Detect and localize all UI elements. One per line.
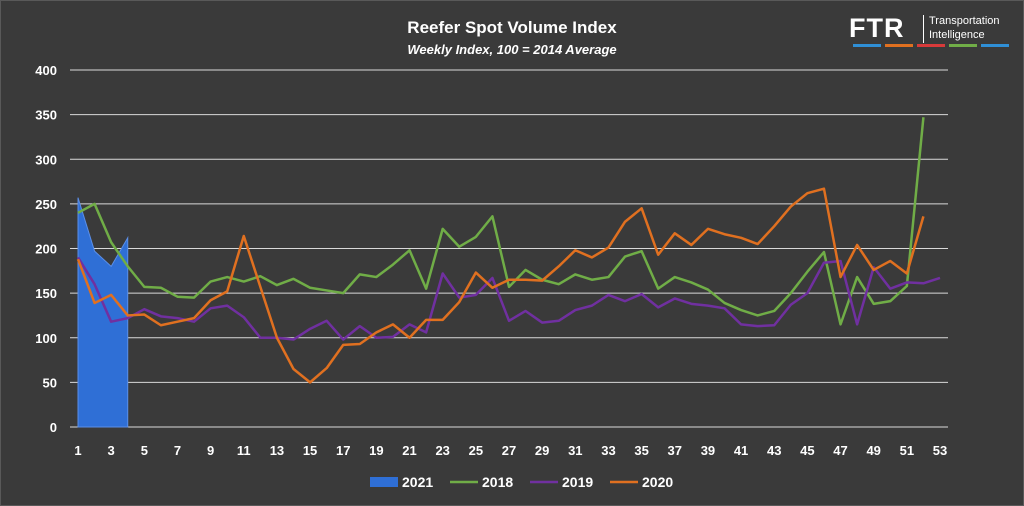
x-tick-label: 37	[668, 443, 682, 458]
series-line-2020	[76, 187, 925, 384]
y-tick-label: 150	[35, 286, 57, 301]
legend-label-2018: 2018	[482, 474, 513, 490]
logo-stripe	[981, 44, 1009, 47]
x-tick-label: 7	[174, 443, 181, 458]
x-tick-label: 25	[469, 443, 483, 458]
logo-stripe	[885, 44, 913, 47]
x-tick-label: 29	[535, 443, 549, 458]
x-tick-label: 31	[568, 443, 582, 458]
legend-label-2021: 2021	[402, 474, 433, 490]
logo-text-line1: Transportation	[929, 15, 1000, 27]
y-tick-label: 300	[35, 152, 57, 167]
x-tick-label: 43	[767, 443, 781, 458]
legend-label-2020: 2020	[642, 474, 673, 490]
x-tick-label: 47	[833, 443, 847, 458]
y-tick-label: 350	[35, 108, 57, 123]
logo-mark: FTR	[849, 13, 905, 43]
legend-swatch-2021	[370, 477, 398, 487]
logo-divider	[923, 15, 924, 43]
x-tick-label: 5	[141, 443, 148, 458]
series-line-2019	[76, 256, 941, 341]
x-tick-label: 15	[303, 443, 317, 458]
x-tick-label: 11	[237, 443, 251, 458]
logo-stripe	[917, 44, 945, 47]
x-tick-label: 27	[502, 443, 516, 458]
x-tick-label: 35	[634, 443, 648, 458]
x-tick-label: 9	[207, 443, 214, 458]
y-tick-label: 0	[50, 420, 57, 435]
ftr-logo: FTR Transportation Intelligence	[849, 13, 1019, 47]
x-tick-label: 23	[435, 443, 449, 458]
x-tick-label: 51	[900, 443, 914, 458]
x-tick-label: 49	[866, 443, 880, 458]
logo-stripe	[949, 44, 977, 47]
x-tick-label: 39	[701, 443, 715, 458]
y-tick-label: 250	[35, 197, 57, 212]
x-tick-label: 17	[336, 443, 350, 458]
legend-label-2019: 2019	[562, 474, 593, 490]
x-tick-label: 41	[734, 443, 748, 458]
series-area-2021	[77, 197, 129, 428]
y-tick-label: 200	[35, 242, 57, 257]
x-tick-label: 1	[74, 443, 81, 458]
x-tick-label: 3	[108, 443, 115, 458]
logo-text-line2: Intelligence	[929, 29, 985, 41]
chart-subtitle: Weekly Index, 100 = 2014 Average	[407, 42, 617, 57]
x-tick-label: 13	[270, 443, 284, 458]
x-tick-label: 45	[800, 443, 814, 458]
y-tick-label: 100	[35, 331, 57, 346]
logo-stripe	[853, 44, 881, 47]
x-tick-label: 21	[402, 443, 416, 458]
series-line-2018	[77, 117, 925, 326]
logo-stripes	[853, 44, 1009, 47]
x-tick-label: 33	[601, 443, 615, 458]
x-tick-label: 19	[369, 443, 383, 458]
y-tick-label: 50	[43, 375, 57, 390]
x-tick-label: 53	[933, 443, 947, 458]
y-tick-label: 400	[35, 63, 57, 78]
chart-title: Reefer Spot Volume Index	[407, 18, 617, 37]
